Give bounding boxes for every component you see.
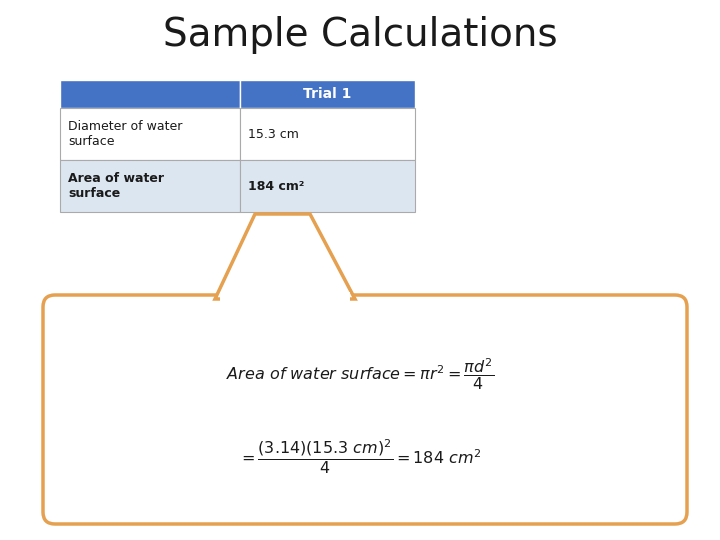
FancyBboxPatch shape	[60, 80, 240, 108]
FancyBboxPatch shape	[60, 108, 240, 160]
FancyBboxPatch shape	[240, 80, 415, 108]
FancyBboxPatch shape	[60, 160, 240, 212]
Text: Area of water
surface: Area of water surface	[68, 172, 164, 200]
FancyBboxPatch shape	[43, 295, 687, 524]
Text: Trial 1: Trial 1	[303, 87, 351, 101]
Text: 15.3 cm: 15.3 cm	[248, 127, 299, 140]
Bar	[220, 292, 350, 310]
Text: Diameter of water
surface: Diameter of water surface	[68, 120, 182, 148]
Text: $= \dfrac{(3.14)(15.3\ cm)^2}{4} = 184\ cm^2$: $= \dfrac{(3.14)(15.3\ cm)^2}{4} = 184\ …	[238, 437, 482, 476]
FancyBboxPatch shape	[240, 160, 415, 212]
Text: $\mathit{Area\ of\ water\ surface} = \pi r^2 = \dfrac{\pi d^2}{4}$: $\mathit{Area\ of\ water\ surface} = \pi…	[226, 357, 494, 393]
FancyBboxPatch shape	[240, 108, 415, 160]
Text: 184 cm²: 184 cm²	[248, 179, 305, 192]
Polygon shape	[215, 214, 355, 299]
Text: Sample Calculations: Sample Calculations	[163, 16, 557, 54]
